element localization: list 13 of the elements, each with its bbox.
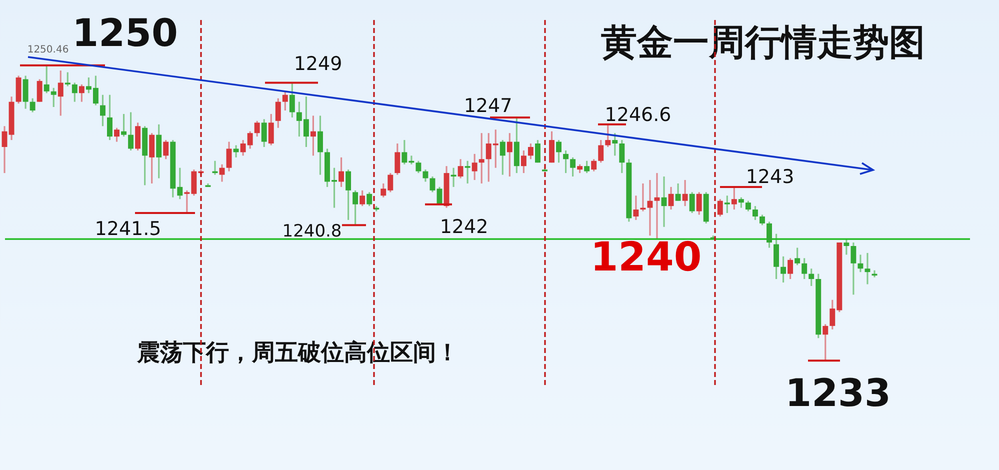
annotation: 震荡下行，周五破位高位区间！ (136, 338, 459, 366)
annotation: 1246.6 (604, 104, 672, 126)
chart-title: 黄金一周行情走势图 (601, 22, 925, 64)
ref-line-label: 1240 (590, 234, 702, 280)
annotation: 1243 (746, 166, 794, 188)
text: 1250 (72, 10, 178, 55)
annotation: 1240.8 (282, 221, 342, 242)
text: 1233 (785, 370, 891, 415)
annotation: 1247 (464, 94, 512, 117)
annotation: 1241.5 (94, 218, 162, 240)
annotation: 1242 (440, 216, 488, 238)
annotation: 1249 (294, 52, 342, 75)
text: 1250.46 (27, 44, 69, 56)
